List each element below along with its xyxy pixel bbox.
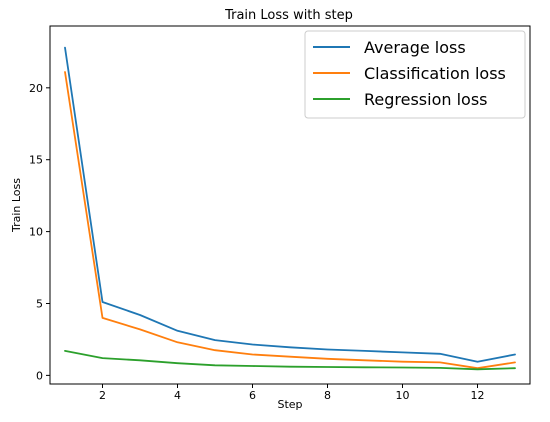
plot-frame: [49, 25, 531, 385]
legend-box: [304, 30, 526, 119]
series-line-1: [64, 46, 516, 363]
legend-label-3: Regression loss: [364, 90, 488, 109]
series-line-2: [64, 71, 516, 370]
x-tick-label: 12: [471, 389, 485, 402]
series-lines: [64, 46, 516, 371]
x-axis-label: Step: [277, 398, 302, 411]
y-tick-label: 0: [36, 369, 43, 382]
x-tick-label: 10: [396, 389, 410, 402]
x-tick-label: 4: [174, 389, 181, 402]
x-tick-label: 8: [324, 389, 331, 402]
series-line-3: [64, 349, 516, 371]
chart-title: Train Loss with step: [224, 8, 353, 23]
x-tick-label: 2: [99, 389, 106, 402]
y-tick-label: 15: [29, 154, 43, 167]
y-tick-label: 20: [29, 82, 43, 95]
y-axis-ticks: 0 5 10 15 20: [29, 82, 50, 382]
y-axis-label: Train Loss: [10, 178, 23, 233]
y-tick-label: 5: [36, 297, 43, 310]
legend: Average loss Classification loss Regressio…: [304, 30, 526, 119]
y-tick-label: 10: [29, 226, 43, 239]
legend-label-2: Classification loss: [364, 64, 506, 83]
x-tick-label: 6: [249, 389, 256, 402]
x-axis-ticks: 2 4 6 8 10 12: [99, 384, 485, 402]
legend-label-1: Average loss: [364, 38, 466, 57]
